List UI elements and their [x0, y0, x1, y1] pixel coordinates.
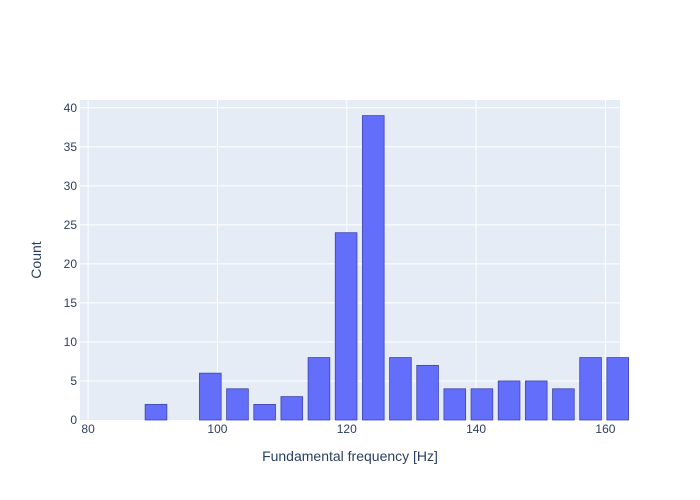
- histogram-bar: [606, 357, 630, 421]
- histogram-bar: [226, 388, 249, 421]
- x-axis-ticks: 80 100 120 140 160: [81, 422, 615, 436]
- x-tick-label: 100: [207, 422, 227, 436]
- histogram-bar: [470, 388, 494, 421]
- histogram-bar: [307, 357, 331, 421]
- y-tick-label: 35: [64, 140, 78, 154]
- y-tick-label: 15: [64, 296, 78, 310]
- y-tick-label: 10: [64, 335, 78, 349]
- y-tick-label: 20: [64, 257, 78, 271]
- x-tick-label: 160: [595, 422, 615, 436]
- histogram-bar: [443, 388, 467, 421]
- bars: [144, 115, 630, 421]
- histogram-bar: [334, 232, 358, 421]
- y-tick-label: 40: [64, 101, 78, 115]
- histogram-bar: [389, 357, 412, 421]
- histogram-bar: [144, 403, 168, 421]
- y-axis-ticks: 0 5 10 15 20 25 30 35 40: [64, 101, 78, 427]
- x-axis-title: Fundamental frequency [Hz]: [262, 448, 438, 464]
- y-axis-title: Count: [28, 241, 44, 278]
- histogram-bar: [497, 380, 521, 421]
- histogram-bar: [524, 380, 548, 421]
- y-tick-label: 30: [64, 179, 78, 193]
- histogram-bar: [199, 372, 222, 421]
- y-tick-label: 5: [70, 374, 77, 388]
- x-tick-label: 120: [337, 422, 357, 436]
- x-tick-label: 80: [81, 422, 95, 436]
- histogram-bar: [280, 396, 304, 421]
- y-tick-label: 0: [70, 413, 77, 427]
- histogram-bar: [362, 115, 385, 421]
- y-tick-label: 25: [64, 218, 78, 232]
- histogram-bar: [552, 388, 575, 421]
- histogram-bar: [579, 357, 602, 421]
- histogram-bar: [253, 403, 276, 421]
- histogram-bar: [416, 364, 439, 421]
- x-tick-label: 140: [466, 422, 486, 436]
